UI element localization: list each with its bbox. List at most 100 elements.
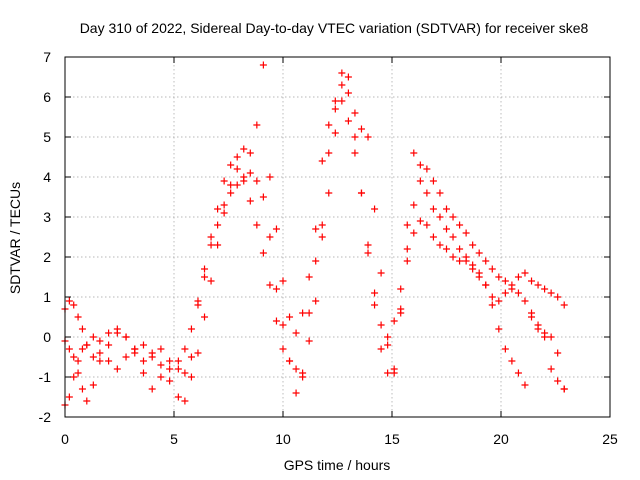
series-3 xyxy=(61,97,568,405)
data-point xyxy=(403,245,411,253)
data-point xyxy=(429,205,437,213)
data-point xyxy=(547,289,555,297)
data-point xyxy=(70,301,78,309)
data-point xyxy=(305,337,313,345)
data-point xyxy=(214,241,222,249)
data-point xyxy=(541,285,549,293)
data-point xyxy=(501,289,509,297)
data-point xyxy=(501,277,509,285)
data-point xyxy=(240,177,248,185)
data-point xyxy=(78,325,86,333)
data-point xyxy=(78,385,86,393)
data-point xyxy=(443,245,450,253)
data-point xyxy=(325,189,333,197)
data-point xyxy=(331,97,339,105)
data-point xyxy=(181,345,189,353)
data-point xyxy=(344,73,352,81)
data-point xyxy=(286,313,294,321)
data-point xyxy=(449,253,457,261)
data-point xyxy=(357,125,365,133)
data-point xyxy=(299,309,307,317)
data-point xyxy=(181,369,189,377)
data-point xyxy=(174,365,182,373)
y-tick-label: 6 xyxy=(43,89,51,105)
data-point xyxy=(456,221,464,229)
data-point xyxy=(495,297,503,305)
data-point xyxy=(272,225,280,233)
data-point xyxy=(89,333,97,341)
data-point xyxy=(351,133,359,141)
data-point xyxy=(351,149,359,157)
data-point xyxy=(541,333,549,341)
data-point xyxy=(436,241,444,249)
data-point xyxy=(469,241,477,249)
data-point xyxy=(148,385,156,393)
data-point xyxy=(292,365,300,373)
data-point xyxy=(514,289,522,297)
data-point xyxy=(521,297,529,305)
data-point xyxy=(65,345,73,353)
data-point xyxy=(318,157,326,165)
data-point xyxy=(207,241,215,249)
data-point xyxy=(166,365,174,373)
data-point xyxy=(554,377,562,385)
data-point xyxy=(207,233,215,241)
data-point xyxy=(351,109,359,117)
data-point xyxy=(157,345,165,353)
data-point xyxy=(462,257,470,265)
data-point xyxy=(96,357,104,365)
data-point xyxy=(390,317,398,325)
data-point xyxy=(279,277,287,285)
data-point xyxy=(148,349,156,357)
data-point xyxy=(416,217,424,225)
data-point xyxy=(96,349,104,357)
data-point xyxy=(312,297,320,305)
data-point xyxy=(547,333,555,341)
data-point xyxy=(371,289,379,297)
data-point xyxy=(521,381,529,389)
data-point xyxy=(220,201,228,209)
data-point xyxy=(371,301,379,309)
data-point xyxy=(157,373,165,381)
data-point xyxy=(113,329,121,337)
data-point xyxy=(233,181,241,189)
data-point xyxy=(410,149,418,157)
data-point xyxy=(514,273,522,281)
data-point xyxy=(74,357,82,365)
data-point xyxy=(113,365,121,373)
data-point xyxy=(423,189,431,197)
data-point xyxy=(443,205,450,213)
data-point xyxy=(397,305,405,313)
data-point xyxy=(338,81,346,89)
y-tick-label: 4 xyxy=(43,169,51,185)
data-point xyxy=(436,189,444,197)
data-point xyxy=(266,173,274,181)
data-point xyxy=(397,285,405,293)
data-point xyxy=(70,373,78,381)
data-point xyxy=(482,281,490,289)
data-point xyxy=(65,297,73,305)
data-point xyxy=(423,221,431,229)
data-point xyxy=(201,273,209,281)
data-point xyxy=(384,333,392,341)
data-point xyxy=(377,269,385,277)
data-point xyxy=(187,325,195,333)
data-point xyxy=(279,345,287,353)
data-points xyxy=(61,61,568,409)
data-point xyxy=(83,397,91,405)
data-point xyxy=(495,325,503,333)
data-point xyxy=(547,365,555,373)
data-point xyxy=(70,353,78,361)
data-point xyxy=(286,357,294,365)
data-point xyxy=(521,269,529,277)
data-point xyxy=(429,233,437,241)
data-point xyxy=(429,177,437,185)
x-tick-label: 5 xyxy=(170,431,178,447)
y-tick-label: 5 xyxy=(43,129,51,145)
y-tick-label: 0 xyxy=(43,329,51,345)
data-point xyxy=(299,373,307,381)
data-point xyxy=(364,133,372,141)
data-point xyxy=(89,381,97,389)
data-point xyxy=(166,357,174,365)
